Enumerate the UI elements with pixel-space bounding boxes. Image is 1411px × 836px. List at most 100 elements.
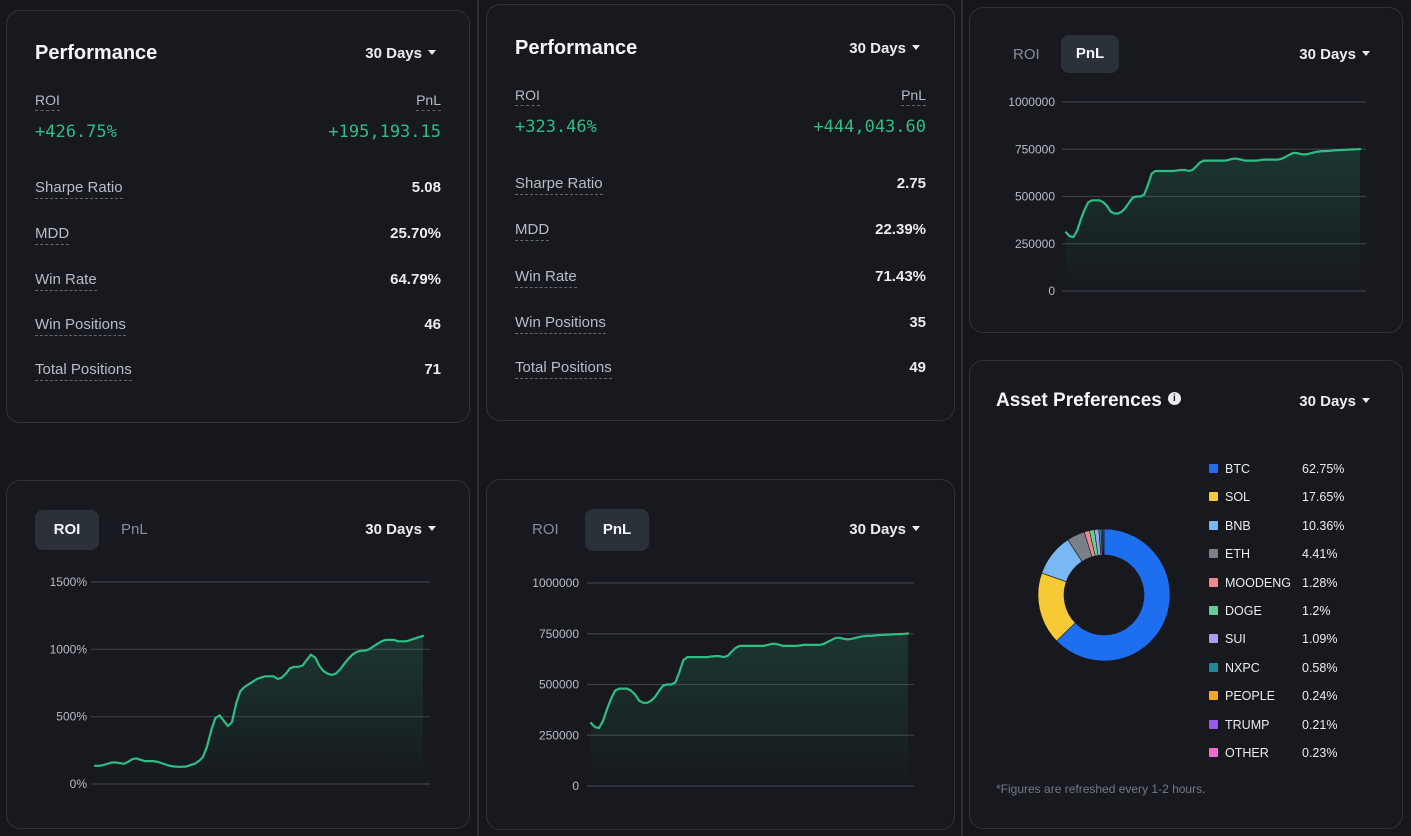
- win-rate-label: Win Rate: [35, 271, 97, 291]
- period-dropdown[interactable]: 30 Days: [849, 521, 920, 538]
- legend-label: ETH: [1225, 547, 1250, 562]
- legend-swatch: [1209, 662, 1218, 672]
- tab-roi[interactable]: ROI: [35, 510, 99, 550]
- period-dropdown[interactable]: 30 Days: [365, 45, 436, 62]
- legend-swatch: [1209, 492, 1218, 502]
- win-positions-value: 35: [909, 314, 926, 331]
- y-tick-label: 500000: [1015, 190, 1055, 204]
- win-rate-value: 71.43%: [875, 268, 926, 285]
- y-tick-label: 500000: [539, 678, 579, 692]
- sharpe-ratio-value: 5.08: [411, 179, 441, 196]
- legend-swatch: [1209, 606, 1218, 615]
- legend-swatch: [1209, 719, 1218, 729]
- win-positions-value: 46: [424, 316, 441, 333]
- roi-line-chart: 0% 500% 1000% 1500%: [50, 575, 430, 791]
- caret-down-icon: [428, 49, 436, 55]
- tab-pnl[interactable]: PnL: [585, 509, 649, 551]
- legend-value: 10.36%: [1302, 518, 1345, 533]
- legend-value: 4.41%: [1302, 547, 1338, 562]
- pnl-line-chart: 0 250000 500000 750000 1000000: [532, 576, 914, 793]
- mdd-value: 25.70%: [390, 225, 441, 242]
- y-tick-label: 0%: [70, 777, 88, 791]
- y-tick-label: 1000000: [1008, 95, 1055, 109]
- pnl-value: +444,043.60: [813, 117, 926, 137]
- series-line: [93, 634, 425, 768]
- legend-label: DOGE: [1225, 604, 1262, 618]
- legend-label: OTHER: [1225, 746, 1269, 760]
- pie-slice-btc[interactable]: [1056, 528, 1171, 662]
- legend-swatch: [1209, 748, 1218, 757]
- y-tick-label: 1000%: [50, 642, 88, 656]
- total-positions-value: 71: [424, 361, 441, 378]
- legend-swatch: [1209, 577, 1218, 587]
- caret-down-icon: [1362, 397, 1370, 403]
- win-positions-label: Win Positions: [515, 314, 606, 334]
- legend-label: SOL: [1225, 490, 1251, 505]
- refresh-note: *Figures are refreshed every 1-2 hours.: [996, 782, 1206, 796]
- area-fill: [95, 635, 423, 784]
- pnl-line-chart: 0 250000 500000 750000 1000000: [1008, 95, 1366, 298]
- pnl-chart-card-mid: ROI PnL 30 Days 0 250000 500000 750000 10000…: [486, 479, 955, 830]
- win-rate-value: 64.79%: [390, 271, 441, 288]
- sharpe-ratio-label: Sharpe Ratio: [515, 175, 603, 195]
- y-tick-label: 250000: [1015, 237, 1055, 251]
- period-dropdown[interactable]: 30 Days: [1299, 393, 1370, 410]
- legend-swatch: [1209, 549, 1218, 559]
- roi-value: +426.75%: [35, 122, 117, 142]
- performance-title: Performance: [35, 42, 158, 64]
- legend-swatch: [1209, 520, 1218, 530]
- performance-card-mid: Performance 30 Days ROI PnL +323.46% +44…: [486, 4, 955, 421]
- legend-value: 0.58%: [1302, 660, 1338, 675]
- legend-value: 1.28%: [1302, 575, 1338, 590]
- win-positions-label: Win Positions: [35, 316, 126, 336]
- win-rate-label: Win Rate: [515, 268, 577, 288]
- period-dropdown-label: 30 Days: [849, 40, 906, 57]
- total-positions-label: Total Positions: [35, 361, 132, 381]
- roi-label: ROI: [35, 92, 60, 111]
- sharpe-ratio-value: 2.75: [896, 175, 926, 192]
- y-tick-label: 0: [572, 779, 579, 793]
- caret-down-icon: [912, 44, 920, 50]
- period-dropdown-label: 30 Days: [849, 521, 906, 538]
- total-positions-value: 49: [909, 359, 926, 376]
- area-fill: [591, 633, 908, 786]
- column-divider: [477, 0, 479, 836]
- period-dropdown-label: 30 Days: [1299, 46, 1356, 63]
- tab-pnl[interactable]: PnL: [121, 521, 148, 538]
- legend-label: BNB: [1225, 518, 1251, 533]
- mdd-value: 22.39%: [875, 221, 926, 238]
- period-dropdown[interactable]: 30 Days: [1299, 46, 1370, 63]
- period-dropdown-label: 30 Days: [365, 521, 422, 538]
- legend-label: PEOPLE: [1225, 689, 1276, 704]
- asset-preferences-title: Asset Preferences i: [996, 390, 1181, 412]
- mdd-label: MDD: [515, 221, 550, 241]
- legend-label: MOODENG: [1225, 575, 1291, 590]
- y-tick-label: 500%: [56, 710, 87, 724]
- legend-label: NXPC: [1225, 660, 1260, 675]
- y-tick-label: 750000: [1015, 142, 1055, 156]
- tab-roi[interactable]: ROI: [1013, 46, 1040, 63]
- area-fill: [1066, 149, 1360, 291]
- legend-value: 0.21%: [1302, 717, 1338, 732]
- tab-pnl[interactable]: PnL: [1061, 35, 1119, 73]
- legend-value: 62.75%: [1302, 462, 1345, 476]
- tab-roi[interactable]: ROI: [532, 521, 559, 538]
- asset-donut-chart: [1037, 528, 1171, 662]
- period-dropdown[interactable]: 30 Days: [849, 40, 920, 57]
- y-tick-label: 1000000: [532, 576, 579, 590]
- sharpe-ratio-label: Sharpe Ratio: [35, 179, 123, 199]
- legend-swatch: [1209, 634, 1218, 644]
- asset-preferences-card: Asset Preferences i 30 Days BTC 62.75% SOL 1…: [969, 360, 1403, 829]
- legend-value: 17.65%: [1302, 490, 1345, 505]
- pnl-value: +195,193.15: [328, 122, 441, 142]
- legend-label: BTC: [1225, 462, 1250, 476]
- pnl-chart-card-right: ROI PnL 30 Days 0 250000 500000 750000 10000…: [969, 7, 1403, 333]
- roi-label: ROI: [515, 87, 540, 106]
- period-dropdown[interactable]: 30 Days: [365, 521, 436, 538]
- legend-swatch: [1209, 464, 1218, 473]
- info-icon[interactable]: i: [1167, 392, 1181, 406]
- y-tick-label: 1500%: [50, 575, 88, 589]
- period-dropdown-label: 30 Days: [365, 45, 422, 62]
- caret-down-icon: [428, 525, 436, 531]
- pie-slice-other[interactable]: [1102, 528, 1105, 556]
